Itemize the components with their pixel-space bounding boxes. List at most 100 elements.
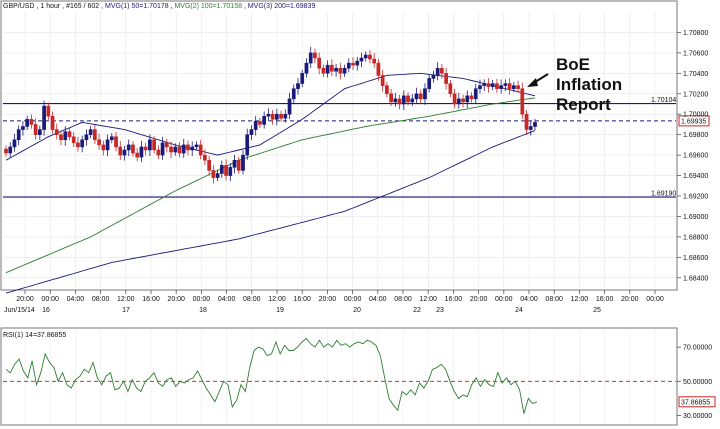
header-ma3: , (244, 3, 248, 10)
candle-body (50, 116, 55, 130)
candle-body (456, 98, 461, 105)
candle-body (355, 60, 360, 66)
time-tick-label: 20:00 (167, 296, 185, 303)
candle-body (495, 83, 499, 89)
candle-body (431, 75, 436, 79)
time-tick-label: 04:00 (67, 296, 85, 303)
candle-body (296, 83, 300, 89)
candle-body (12, 139, 17, 148)
annotation-arrow-head (527, 78, 538, 87)
rsi-current-box (678, 396, 716, 408)
candle-body (359, 57, 364, 62)
candle-body (317, 57, 322, 69)
candle-body (152, 139, 156, 151)
header-timeframe-value: 1 hour (40, 3, 61, 10)
candle-body (46, 105, 51, 117)
candle-body (228, 167, 233, 176)
candle-body (80, 139, 85, 148)
candle-body (482, 83, 487, 86)
candle-body (385, 85, 389, 95)
candle-body (126, 144, 131, 151)
candle-body (338, 67, 343, 74)
header-ma2-value: MVG(2) 100=1.70158 (174, 3, 242, 10)
candle-body (533, 122, 537, 127)
candle-body (114, 136, 118, 148)
time-tick-label: 16:00 (293, 296, 311, 303)
time-tick-label: 20:00 (470, 296, 488, 303)
candle-body (401, 95, 406, 105)
candle-body (262, 116, 267, 125)
candle-body (410, 98, 415, 103)
time-tick-label: 00:00 (646, 296, 664, 303)
header-ma3-value: MVG(3) 200=1.69839 (248, 3, 316, 10)
price-tick-label: 1.70400 (683, 71, 708, 78)
time-tick-label: 00:00 (41, 296, 59, 303)
candle-body (8, 146, 13, 154)
candle-body (177, 146, 182, 154)
candle-body (84, 134, 89, 141)
candle-body (219, 165, 224, 174)
rsi-current-label: 37.86855 (681, 399, 710, 406)
rsi-tick-label: 50.00000 (683, 379, 712, 386)
candle-body (406, 95, 410, 103)
candle-body (461, 98, 465, 103)
annotation-line-3: Report (556, 95, 611, 114)
price-tick-label: 1.70600 (683, 50, 708, 57)
candle-body (499, 85, 503, 89)
rsi-tick-label: 30.00000 (683, 413, 712, 420)
candle-body (190, 146, 195, 151)
candle-body (160, 142, 165, 156)
candle-body (16, 129, 21, 141)
header-timeframe: , (36, 3, 40, 10)
candle-body (42, 105, 46, 130)
price-tick-label: 1.70200 (683, 91, 708, 98)
price-tick-label: 1.69800 (683, 132, 708, 139)
candle-body (507, 83, 512, 89)
header-ma2: , (171, 3, 175, 10)
date-label: 17 (122, 307, 130, 314)
candle-body (101, 144, 106, 151)
time-tick-label: 08:00 (92, 296, 110, 303)
time-tick-label: 08:00 (243, 296, 261, 303)
header-symbol: GBP/USD (3, 3, 35, 10)
candle-body (283, 113, 288, 119)
candle-body (346, 62, 351, 69)
candle-body (511, 85, 516, 89)
candle-body (186, 144, 190, 151)
candle-body (503, 83, 508, 86)
candle-body (448, 83, 453, 95)
rsi-line (5, 337, 538, 414)
candle-body (156, 149, 161, 156)
date-label: 23 (436, 307, 444, 314)
candle-body (173, 146, 178, 153)
candle-body (380, 75, 385, 86)
candle-body (131, 144, 135, 154)
candle-body (258, 121, 262, 125)
ma100-line (5, 97, 536, 274)
header-bars: , (62, 3, 66, 10)
candle-body (287, 98, 292, 115)
price-tick-label: 1.68600 (683, 255, 708, 262)
candle-body (198, 144, 203, 156)
chart-header: GBP/USD , 1 hour , #165 / 602 , MVG(1) 5… (3, 3, 315, 10)
time-tick-label: 00:00 (344, 296, 362, 303)
candle-body (520, 88, 525, 115)
date-label: 18 (199, 307, 207, 314)
candle-body (473, 88, 478, 100)
price-tick-label: 1.68800 (683, 234, 708, 241)
candle-body (203, 154, 207, 161)
time-tick-label: 16:00 (596, 296, 614, 303)
rsi-tick-label: 70.00000 (683, 345, 712, 352)
candle-body (274, 113, 279, 120)
main-panel-frame (0, 0, 678, 291)
candle-body (452, 93, 457, 105)
candle-body (245, 134, 250, 156)
candle-body (135, 152, 140, 158)
candle-body (342, 67, 347, 74)
candle-body (4, 148, 8, 154)
annotation-line-2: Inflation (556, 75, 622, 94)
candles (4, 46, 537, 184)
price-tick-label: 1.70800 (683, 30, 708, 37)
candle-body (393, 98, 398, 103)
